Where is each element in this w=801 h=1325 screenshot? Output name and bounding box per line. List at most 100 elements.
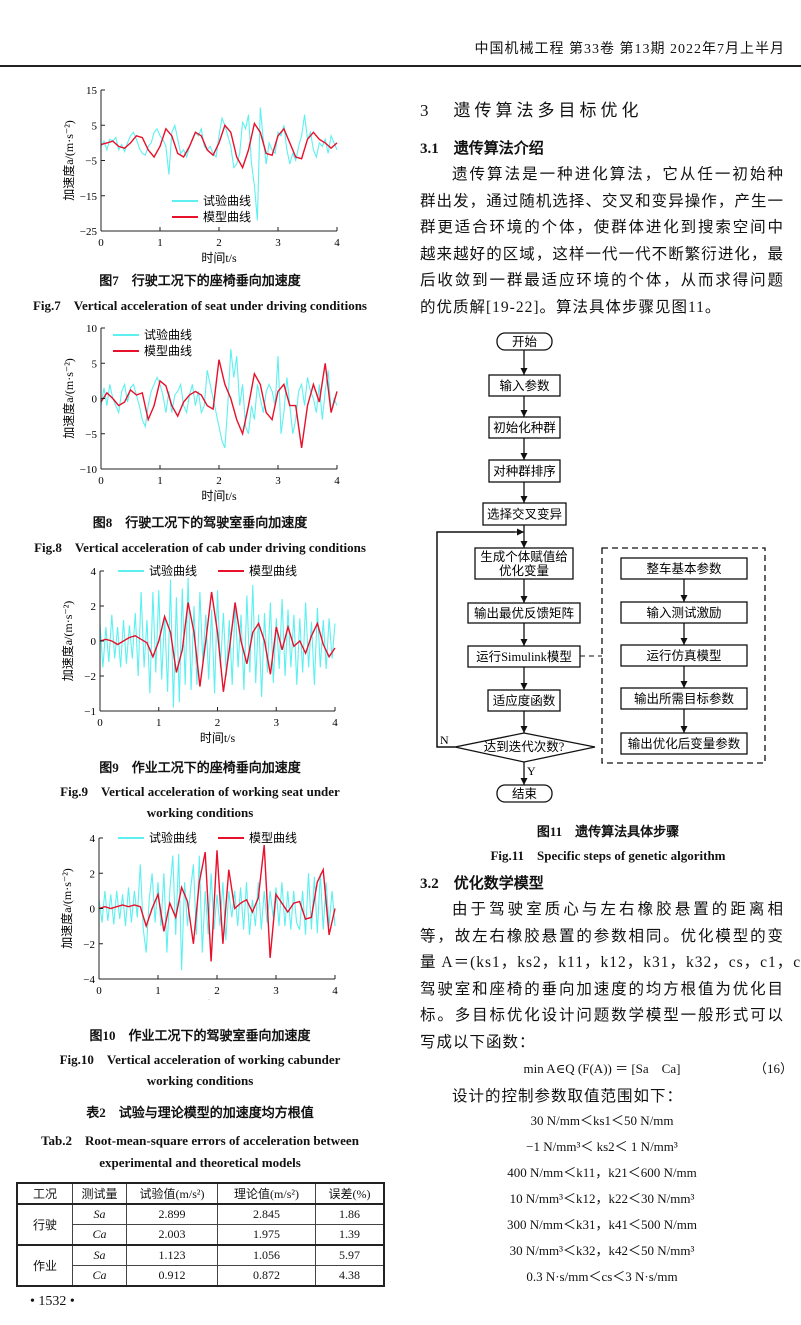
arrowhead xyxy=(520,410,528,417)
y-tick-label: 4 xyxy=(90,833,96,845)
cell: 1.975 xyxy=(217,1224,316,1246)
x-tick-label: 4 xyxy=(332,985,338,997)
flowchart-fig11: 开始输入参数初始化种群对种群排序选择交叉变异生成个体赋值给优化变量输出最优反馈矩… xyxy=(436,332,766,803)
simulink-dashed-box xyxy=(601,547,766,764)
legend-label: 模型曲线 xyxy=(144,344,192,358)
y-tick-label: −5 xyxy=(85,156,97,168)
col-header: 理论值(m/s²) xyxy=(217,1182,316,1205)
fig9-caption-cn: 图9 作业工况下的座椅垂向加速度 xyxy=(99,760,301,775)
y-tick-label: −2 xyxy=(84,671,96,683)
col-header: 测试量 xyxy=(72,1182,127,1205)
x-axis-label: 时间t/s xyxy=(201,251,237,265)
y-tick-label: 0 xyxy=(92,394,98,406)
condition-cell: 行驶 xyxy=(16,1203,73,1246)
flow-step-label: 整车基本参数 xyxy=(646,561,722,576)
flow-step xyxy=(474,547,574,580)
fig10-caption-en: Fig.10 Vertical acceleration of working … xyxy=(59,1052,341,1067)
y-tick-label: −1 xyxy=(84,706,96,718)
table-caption-en2: experimental and theoretical models xyxy=(99,1155,301,1170)
paragraph-line: 写成以下函数： xyxy=(420,1034,536,1051)
series-line-model xyxy=(100,121,338,170)
arrowhead xyxy=(680,638,688,645)
fig11-caption-en: Fig.11 Specific steps of genetic algorit… xyxy=(490,848,726,863)
y-tick-label: 0 xyxy=(90,904,96,916)
x-axis-label: 时间t/s xyxy=(199,999,235,1000)
arrowhead xyxy=(680,681,688,688)
arrowhead xyxy=(517,528,524,536)
x-tick-label: 0 xyxy=(97,717,103,729)
flow-step-label: 输出最优反馈矩阵 xyxy=(474,606,575,621)
x-tick-label: 1 xyxy=(156,717,162,729)
paragraph-line: 群出发，通过随机选择、交叉和变异操作，产生一 xyxy=(420,192,784,210)
flow-step-label: 生成个体赋值给 xyxy=(480,549,568,564)
y-tick-label: −5 xyxy=(85,429,97,441)
cell: Sa xyxy=(72,1203,127,1225)
section-3-2-title: 3.2 优化数学模型 xyxy=(420,876,544,892)
section-3-1-title: 3.1 遗传算法介绍 xyxy=(420,141,544,157)
y-axis-label: 加速度a/(m·s⁻²) xyxy=(59,868,74,949)
paragraph-line: 遗传算法是一种进化算法，它从任一初始种 xyxy=(452,166,784,183)
y-tick-label: −25 xyxy=(80,226,98,238)
parameter-range: 400 N/mm＜k11，k21＜600 N/mm xyxy=(507,1165,697,1180)
y-tick-label: 5 xyxy=(92,120,98,132)
legend-label: 模型曲线 xyxy=(249,564,297,578)
y-tick-label: 0 xyxy=(91,636,97,648)
x-tick-label: 3 xyxy=(275,475,281,487)
paragraph-line: 标。多目标优化设计问题数学模型一般形式可以 xyxy=(420,1007,784,1025)
parameter-range: 30 N/mm＜ks1＜50 N/mm xyxy=(530,1113,674,1128)
cell: Sa xyxy=(72,1244,127,1266)
series-line-experimental xyxy=(98,853,336,971)
yes-label: Y xyxy=(527,764,536,778)
arrowhead xyxy=(520,541,528,548)
fig8-caption-en: Fig.8 Vertical acceleration of cab under… xyxy=(34,540,366,555)
x-tick-label: 2 xyxy=(214,985,220,997)
flowchart: 开始输入参数初始化种群对种群排序选择交叉变异生成个体赋值给优化变量输出最优反馈矩… xyxy=(436,332,766,803)
y-axis-label: 加速度a/(m·s⁻²) xyxy=(61,120,76,201)
cell: 0.912 xyxy=(126,1265,218,1287)
y-tick-label: −10 xyxy=(80,464,98,476)
y-tick-label: −2 xyxy=(83,939,95,951)
legend-label: 模型曲线 xyxy=(249,831,297,845)
x-tick-label: 3 xyxy=(275,237,281,249)
paragraph-line: 驾驶室和座椅的垂向加速度的均方根值为优化目 xyxy=(420,980,784,998)
x-axis-label: 时间t/s xyxy=(201,489,237,503)
page-number: • 1532 • xyxy=(30,1294,75,1309)
loop-line xyxy=(436,531,515,748)
table-row: 行驶 Sa 2.899 2.845 1.86 xyxy=(16,1203,385,1246)
x-tick-label: 0 xyxy=(98,237,104,249)
x-tick-label: 0 xyxy=(98,475,104,487)
legend-label: 试验曲线 xyxy=(144,327,192,342)
flow-step-label: 结束 xyxy=(512,787,538,801)
paragraph-line: 由于驾驶室质心与左右橡胶悬置的距离相 xyxy=(452,901,784,918)
y-tick-label: −15 xyxy=(80,191,98,203)
series-line-model xyxy=(98,844,336,962)
x-tick-label: 0 xyxy=(96,985,102,997)
x-tick-label: 4 xyxy=(334,475,340,487)
paragraph-line: 的优质解[19-22]。算法具体步骤见图11。 xyxy=(420,299,722,316)
arrowhead xyxy=(520,453,528,460)
table-header-row: 工况 测试量 试验值(m/s²) 理论值(m/s²) 误差(%) xyxy=(16,1182,385,1205)
x-tick-label: 1 xyxy=(157,237,163,249)
cell: Ca xyxy=(72,1265,127,1287)
arrowhead xyxy=(520,683,528,690)
arrowhead xyxy=(520,639,528,646)
flow-decision xyxy=(454,732,596,763)
fig9-caption-en2: working conditions xyxy=(146,805,254,820)
series-line-experimental xyxy=(99,577,336,708)
y-axis-label: 加速度a/(m·s⁻²) xyxy=(61,358,76,439)
fig8-caption-cn: 图8 行驶工况下的驾驶室垂向加速度 xyxy=(92,515,308,530)
parameter-range: 30 N/mm³＜k32，k42＜50 N/mm³ xyxy=(509,1243,695,1258)
rms-table: 工况 测试量 试验值(m/s²) 理论值(m/s²) 误差(%) 行驶 Sa 2.… xyxy=(16,1182,385,1287)
legend-label: 试验曲线 xyxy=(149,563,197,578)
table-row: Ca 0.912 0.872 4.38 xyxy=(17,1265,385,1287)
y-tick-label: 15 xyxy=(86,85,98,97)
y-tick-label: 2 xyxy=(90,868,96,880)
paragraph-line: 等，故左右橡胶悬置的参数相同。优化模型的变 xyxy=(420,927,784,945)
fig7-caption-cn: 图7 行驶工况下的座椅垂向加速度 xyxy=(99,273,301,288)
cell: 1.056 xyxy=(217,1244,316,1266)
x-tick-label: 1 xyxy=(155,985,161,997)
header-rule xyxy=(0,65,801,67)
side-step xyxy=(620,732,748,755)
